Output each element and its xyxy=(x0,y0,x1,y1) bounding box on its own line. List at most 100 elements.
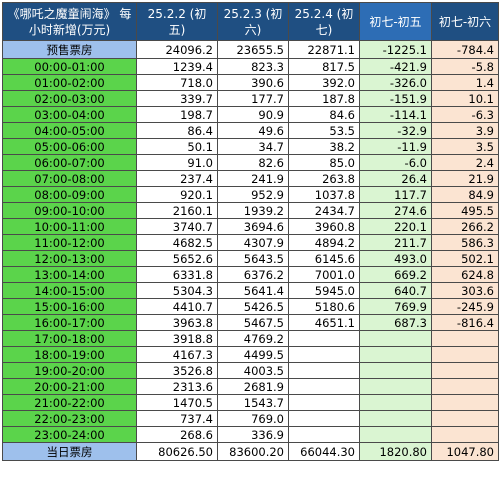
title-header: 《哪吒之魔童闹海》 每小时新增(万元) xyxy=(2,2,137,41)
cell-diff: 687.3 xyxy=(359,314,432,331)
cell-value: 1939.2 xyxy=(217,202,289,219)
date-header-1: 25.2.2 (初五) xyxy=(136,2,218,41)
cell-value: 38.2 xyxy=(288,138,360,155)
cell-value: 817.5 xyxy=(288,58,360,75)
cell-value: 5652.6 xyxy=(136,250,218,267)
hour-label: 22:00-23:00 xyxy=(2,410,137,427)
diff-header-1: 初七-初五 xyxy=(359,2,432,41)
cell-diff: 3.5 xyxy=(431,138,499,155)
cell-value: 5180.6 xyxy=(288,298,360,315)
table-row: 17:00-18:00 3918.8 4769.2 xyxy=(2,330,499,347)
hour-label: 11:00-12:00 xyxy=(2,234,137,251)
table-row: 11:00-12:00 4682.5 4307.9 4894.2 211.7 586.3 xyxy=(2,234,499,251)
cell-diff: -114.1 xyxy=(359,106,432,123)
cell-diff: -32.9 xyxy=(359,122,432,139)
cell-value: 3694.6 xyxy=(217,218,289,235)
hour-label: 06:00-07:00 xyxy=(2,154,137,171)
cell-diff: 495.5 xyxy=(431,202,499,219)
cell-value: 198.7 xyxy=(136,106,218,123)
cell-diff: -421.9 xyxy=(359,58,432,75)
cell-value xyxy=(288,426,360,443)
cell-value: 53.5 xyxy=(288,122,360,139)
cell-value: 3960.8 xyxy=(288,218,360,235)
cell-value: 6331.8 xyxy=(136,266,218,283)
cell-diff xyxy=(431,330,499,347)
hour-label: 13:00-14:00 xyxy=(2,266,137,283)
table-row: 14:00-15:00 5304.3 5641.4 5945.0 640.7 303.6 xyxy=(2,282,499,299)
cell-value: 268.6 xyxy=(136,426,218,443)
table-row: 23:00-24:00 268.6 336.9 xyxy=(2,426,499,443)
cell-value: 1470.5 xyxy=(136,394,218,411)
cell-diff: 502.1 xyxy=(431,250,499,267)
hour-label: 04:00-05:00 xyxy=(2,122,137,139)
cell-value: 7001.0 xyxy=(288,266,360,283)
cell-value: 23655.5 xyxy=(217,40,289,59)
cell-value: 84.6 xyxy=(288,106,360,123)
cell-value xyxy=(288,378,360,395)
cell-diff: 274.6 xyxy=(359,202,432,219)
cell-diff xyxy=(431,346,499,363)
cell-value: 5643.5 xyxy=(217,250,289,267)
cell-diff xyxy=(431,426,499,443)
cell-value: 6145.6 xyxy=(288,250,360,267)
table-row: 08:00-09:00 920.1 952.9 1037.8 117.7 84.9 xyxy=(2,186,499,203)
cell-diff: -326.0 xyxy=(359,74,432,91)
cell-value: 4003.5 xyxy=(217,362,289,379)
cell-value: 737.4 xyxy=(136,410,218,427)
cell-diff: 84.9 xyxy=(431,186,499,203)
hour-label: 14:00-15:00 xyxy=(2,282,137,299)
cell-value: 91.0 xyxy=(136,154,218,171)
cell-value: 3740.7 xyxy=(136,218,218,235)
cell-value xyxy=(288,346,360,363)
table-row: 10:00-11:00 3740.7 3694.6 3960.8 220.1 266.2 xyxy=(2,218,499,235)
cell-diff: -6.3 xyxy=(431,106,499,123)
cell-value: 4167.3 xyxy=(136,346,218,363)
total-row: 当日票房 80626.50 83600.20 66044.30 1820.80 … xyxy=(2,442,499,461)
cell-value xyxy=(288,410,360,427)
table-row: 13:00-14:00 6331.8 6376.2 7001.0 669.2 624.8 xyxy=(2,266,499,283)
cell-value: 4682.5 xyxy=(136,234,218,251)
cell-diff: 669.2 xyxy=(359,266,432,283)
hour-label: 10:00-11:00 xyxy=(2,218,137,235)
cell-diff xyxy=(359,394,432,411)
cell-diff: 10.1 xyxy=(431,90,499,107)
cell-diff: 1.4 xyxy=(431,74,499,91)
cell-value: 177.7 xyxy=(217,90,289,107)
cell-value: 2681.9 xyxy=(217,378,289,395)
table-row: 01:00-02:00 718.0 390.6 392.0 -326.0 1.4 xyxy=(2,74,499,91)
cell-diff: 1047.80 xyxy=(431,442,499,461)
hour-label: 23:00-24:00 xyxy=(2,426,137,443)
table-row: 22:00-23:00 737.4 769.0 xyxy=(2,410,499,427)
cell-value xyxy=(288,362,360,379)
cell-value: 50.1 xyxy=(136,138,218,155)
cell-value: 83600.20 xyxy=(217,442,289,461)
cell-diff xyxy=(359,426,432,443)
cell-value: 4769.2 xyxy=(217,330,289,347)
cell-value: 86.4 xyxy=(136,122,218,139)
cell-value: 4651.1 xyxy=(288,314,360,331)
cell-diff: 769.9 xyxy=(359,298,432,315)
cell-value: 80626.50 xyxy=(136,442,218,461)
cell-diff: 586.3 xyxy=(431,234,499,251)
date-header-2: 25.2.3 (初六) xyxy=(217,2,289,41)
cell-value xyxy=(288,330,360,347)
cell-value: 22871.1 xyxy=(288,40,360,59)
table-row: 03:00-04:00 198.7 90.9 84.6 -114.1 -6.3 xyxy=(2,106,499,123)
cell-value: 5467.5 xyxy=(217,314,289,331)
cell-diff: 2.4 xyxy=(431,154,499,171)
table-row: 06:00-07:00 91.0 82.6 85.0 -6.0 2.4 xyxy=(2,154,499,171)
cell-diff xyxy=(431,394,499,411)
hour-label: 02:00-03:00 xyxy=(2,90,137,107)
cell-diff: -245.9 xyxy=(431,298,499,315)
hour-label: 03:00-04:00 xyxy=(2,106,137,123)
box-office-table: 《哪吒之魔童闹海》 每小时新增(万元) 25.2.2 (初五) 25.2.3 (… xyxy=(2,2,499,461)
cell-diff xyxy=(359,378,432,395)
table-row: 07:00-08:00 237.4 241.9 263.8 26.4 21.9 xyxy=(2,170,499,187)
row-label: 当日票房 xyxy=(2,442,137,461)
cell-diff: 26.4 xyxy=(359,170,432,187)
cell-diff: -784.4 xyxy=(431,40,499,59)
cell-value: 5426.5 xyxy=(217,298,289,315)
cell-diff xyxy=(431,410,499,427)
hour-label: 07:00-08:00 xyxy=(2,170,137,187)
hour-label: 17:00-18:00 xyxy=(2,330,137,347)
